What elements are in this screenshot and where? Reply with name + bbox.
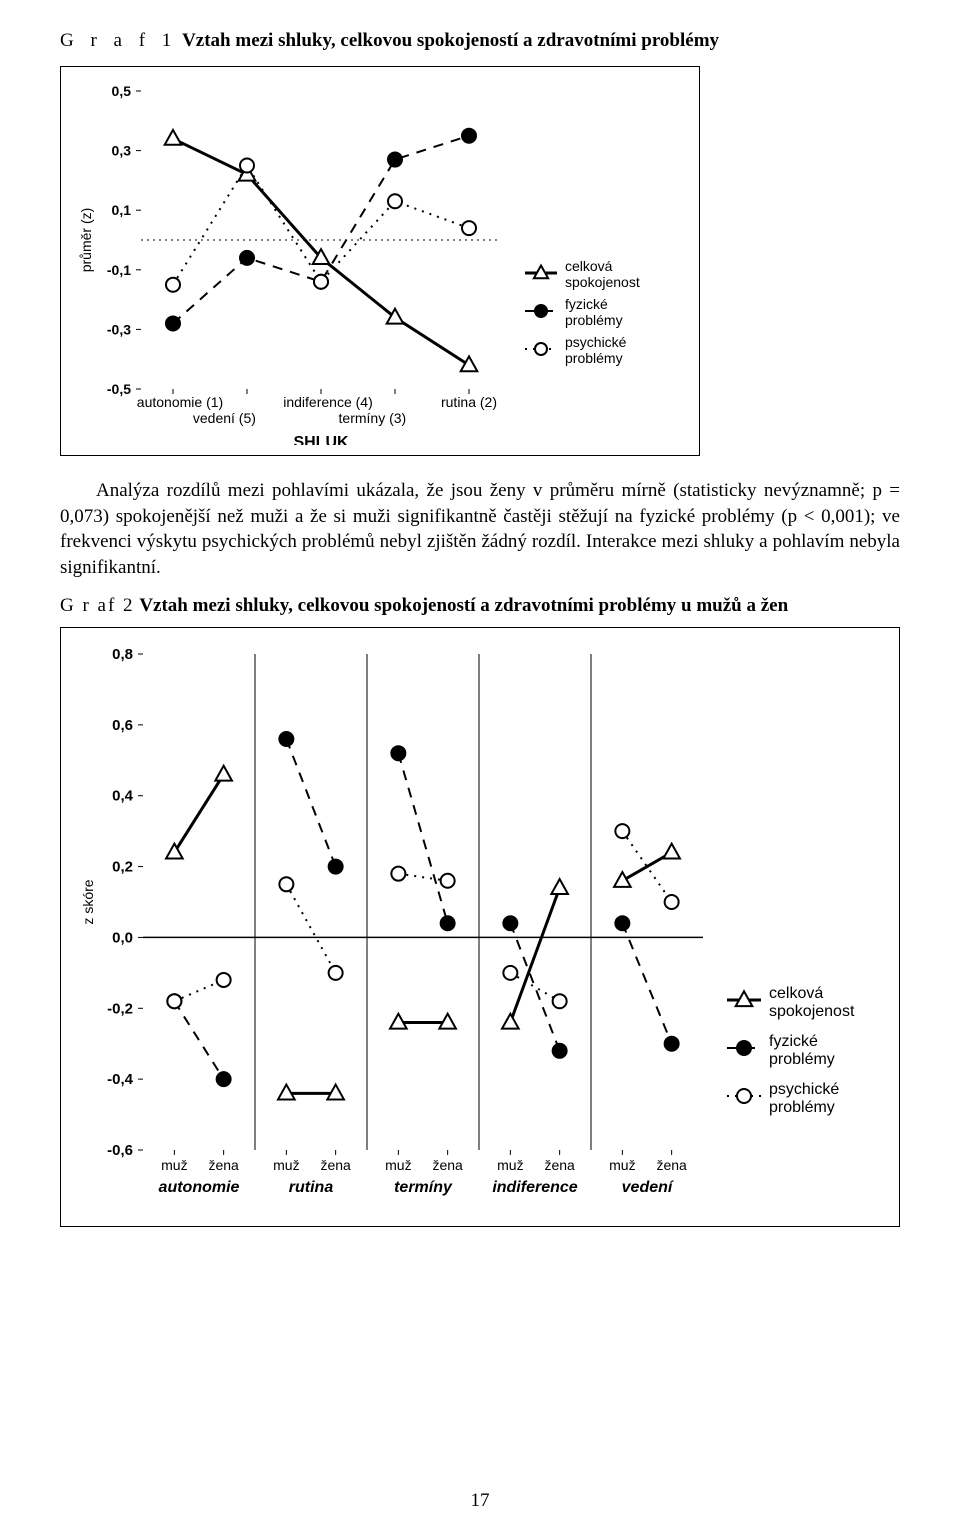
svg-text:muž: muž: [609, 1157, 635, 1173]
graf1-title: G r a f 1 Vztah mezi shluky, celkovou sp…: [60, 30, 900, 52]
svg-text:problémy: problémy: [769, 1051, 835, 1068]
svg-text:0,5: 0,5: [112, 83, 132, 99]
svg-text:problémy: problémy: [565, 350, 623, 366]
svg-text:muž: muž: [273, 1157, 299, 1173]
svg-text:-0,1: -0,1: [107, 262, 131, 278]
svg-text:problémy: problémy: [565, 312, 623, 328]
page-number: 17: [0, 1490, 960, 1512]
svg-text:autonomie (1): autonomie (1): [137, 394, 223, 410]
svg-text:SHLUK: SHLUK: [293, 434, 349, 445]
svg-text:problémy: problémy: [769, 1099, 835, 1116]
svg-text:0,3: 0,3: [112, 143, 132, 159]
svg-text:spokojenost: spokojenost: [769, 1003, 855, 1020]
svg-text:0,4: 0,4: [112, 787, 134, 804]
svg-text:-0,4: -0,4: [107, 1071, 134, 1088]
svg-text:indiference: indiference: [492, 1179, 577, 1196]
svg-text:muž: muž: [385, 1157, 411, 1173]
chart1: -0,5 -0,3 -0,1 0,1 0,3 0,5 průměr (z) autonomie…: [60, 66, 700, 456]
svg-text:0,2: 0,2: [112, 858, 133, 875]
svg-text:termíny: termíny: [394, 1179, 453, 1196]
svg-text:psychické: psychické: [769, 1081, 839, 1098]
svg-text:fyzické: fyzické: [769, 1033, 818, 1050]
svg-text:0,1: 0,1: [112, 202, 132, 218]
svg-text:žena: žena: [320, 1157, 351, 1173]
svg-text:psychické: psychické: [565, 334, 627, 350]
svg-text:vedení (5): vedení (5): [193, 410, 256, 426]
svg-text:-0,5: -0,5: [107, 381, 131, 397]
svg-text:indiference (4): indiference (4): [283, 394, 373, 410]
svg-text:0,6: 0,6: [112, 716, 133, 733]
svg-text:muž: muž: [161, 1157, 187, 1173]
svg-text:celková: celková: [565, 258, 613, 274]
svg-text:fyzické: fyzické: [565, 296, 608, 312]
graf1-title-bold: Vztah mezi shluky, celkovou spokojeností…: [182, 30, 719, 51]
svg-text:žena: žena: [656, 1157, 687, 1173]
svg-text:-0,6: -0,6: [107, 1142, 133, 1159]
chart1-svg: -0,5 -0,3 -0,1 0,1 0,3 0,5 průměr (z) autonomie…: [71, 77, 689, 445]
svg-text:muž: muž: [497, 1157, 523, 1173]
graf2-title-bold: Vztah mezi shluky, celkovou spokojeností…: [139, 595, 788, 616]
svg-text:průměr (z): průměr (z): [78, 208, 94, 273]
svg-text:-0,3: -0,3: [107, 321, 131, 337]
svg-text:žena: žena: [544, 1157, 575, 1173]
svg-text:celková: celková: [769, 985, 823, 1002]
svg-text:0,0: 0,0: [112, 929, 133, 946]
graf1-title-prefix: G r a f 1: [60, 30, 177, 51]
svg-text:rutina: rutina: [289, 1179, 334, 1196]
svg-text:z skóre: z skóre: [80, 879, 96, 924]
chart2: -0,6 -0,4 -0,2 0,0 0,2 0,4 0,6 0,8 z skóre muž žen…: [60, 627, 900, 1227]
svg-text:žena: žena: [208, 1157, 239, 1173]
svg-text:autonomie: autonomie: [159, 1179, 240, 1196]
svg-text:vedení: vedení: [622, 1179, 675, 1196]
svg-text:rutina (2): rutina (2): [441, 394, 497, 410]
chart2-svg: -0,6 -0,4 -0,2 0,0 0,2 0,4 0,6 0,8 z skóre muž žen…: [71, 638, 889, 1216]
svg-text:žena: žena: [432, 1157, 463, 1173]
svg-text:termíny (3): termíny (3): [339, 410, 407, 426]
graf2-title-prefix: G r af 2: [60, 595, 135, 616]
graf2-title: G r af 2 Vztah mezi shluky, celkovou spo…: [60, 595, 900, 617]
body-paragraph: Analýza rozdílů mezi pohlavími ukázala, …: [60, 478, 900, 581]
svg-text:-0,2: -0,2: [107, 1000, 133, 1017]
svg-text:spokojenost: spokojenost: [565, 274, 640, 290]
svg-text:0,8: 0,8: [112, 646, 133, 663]
